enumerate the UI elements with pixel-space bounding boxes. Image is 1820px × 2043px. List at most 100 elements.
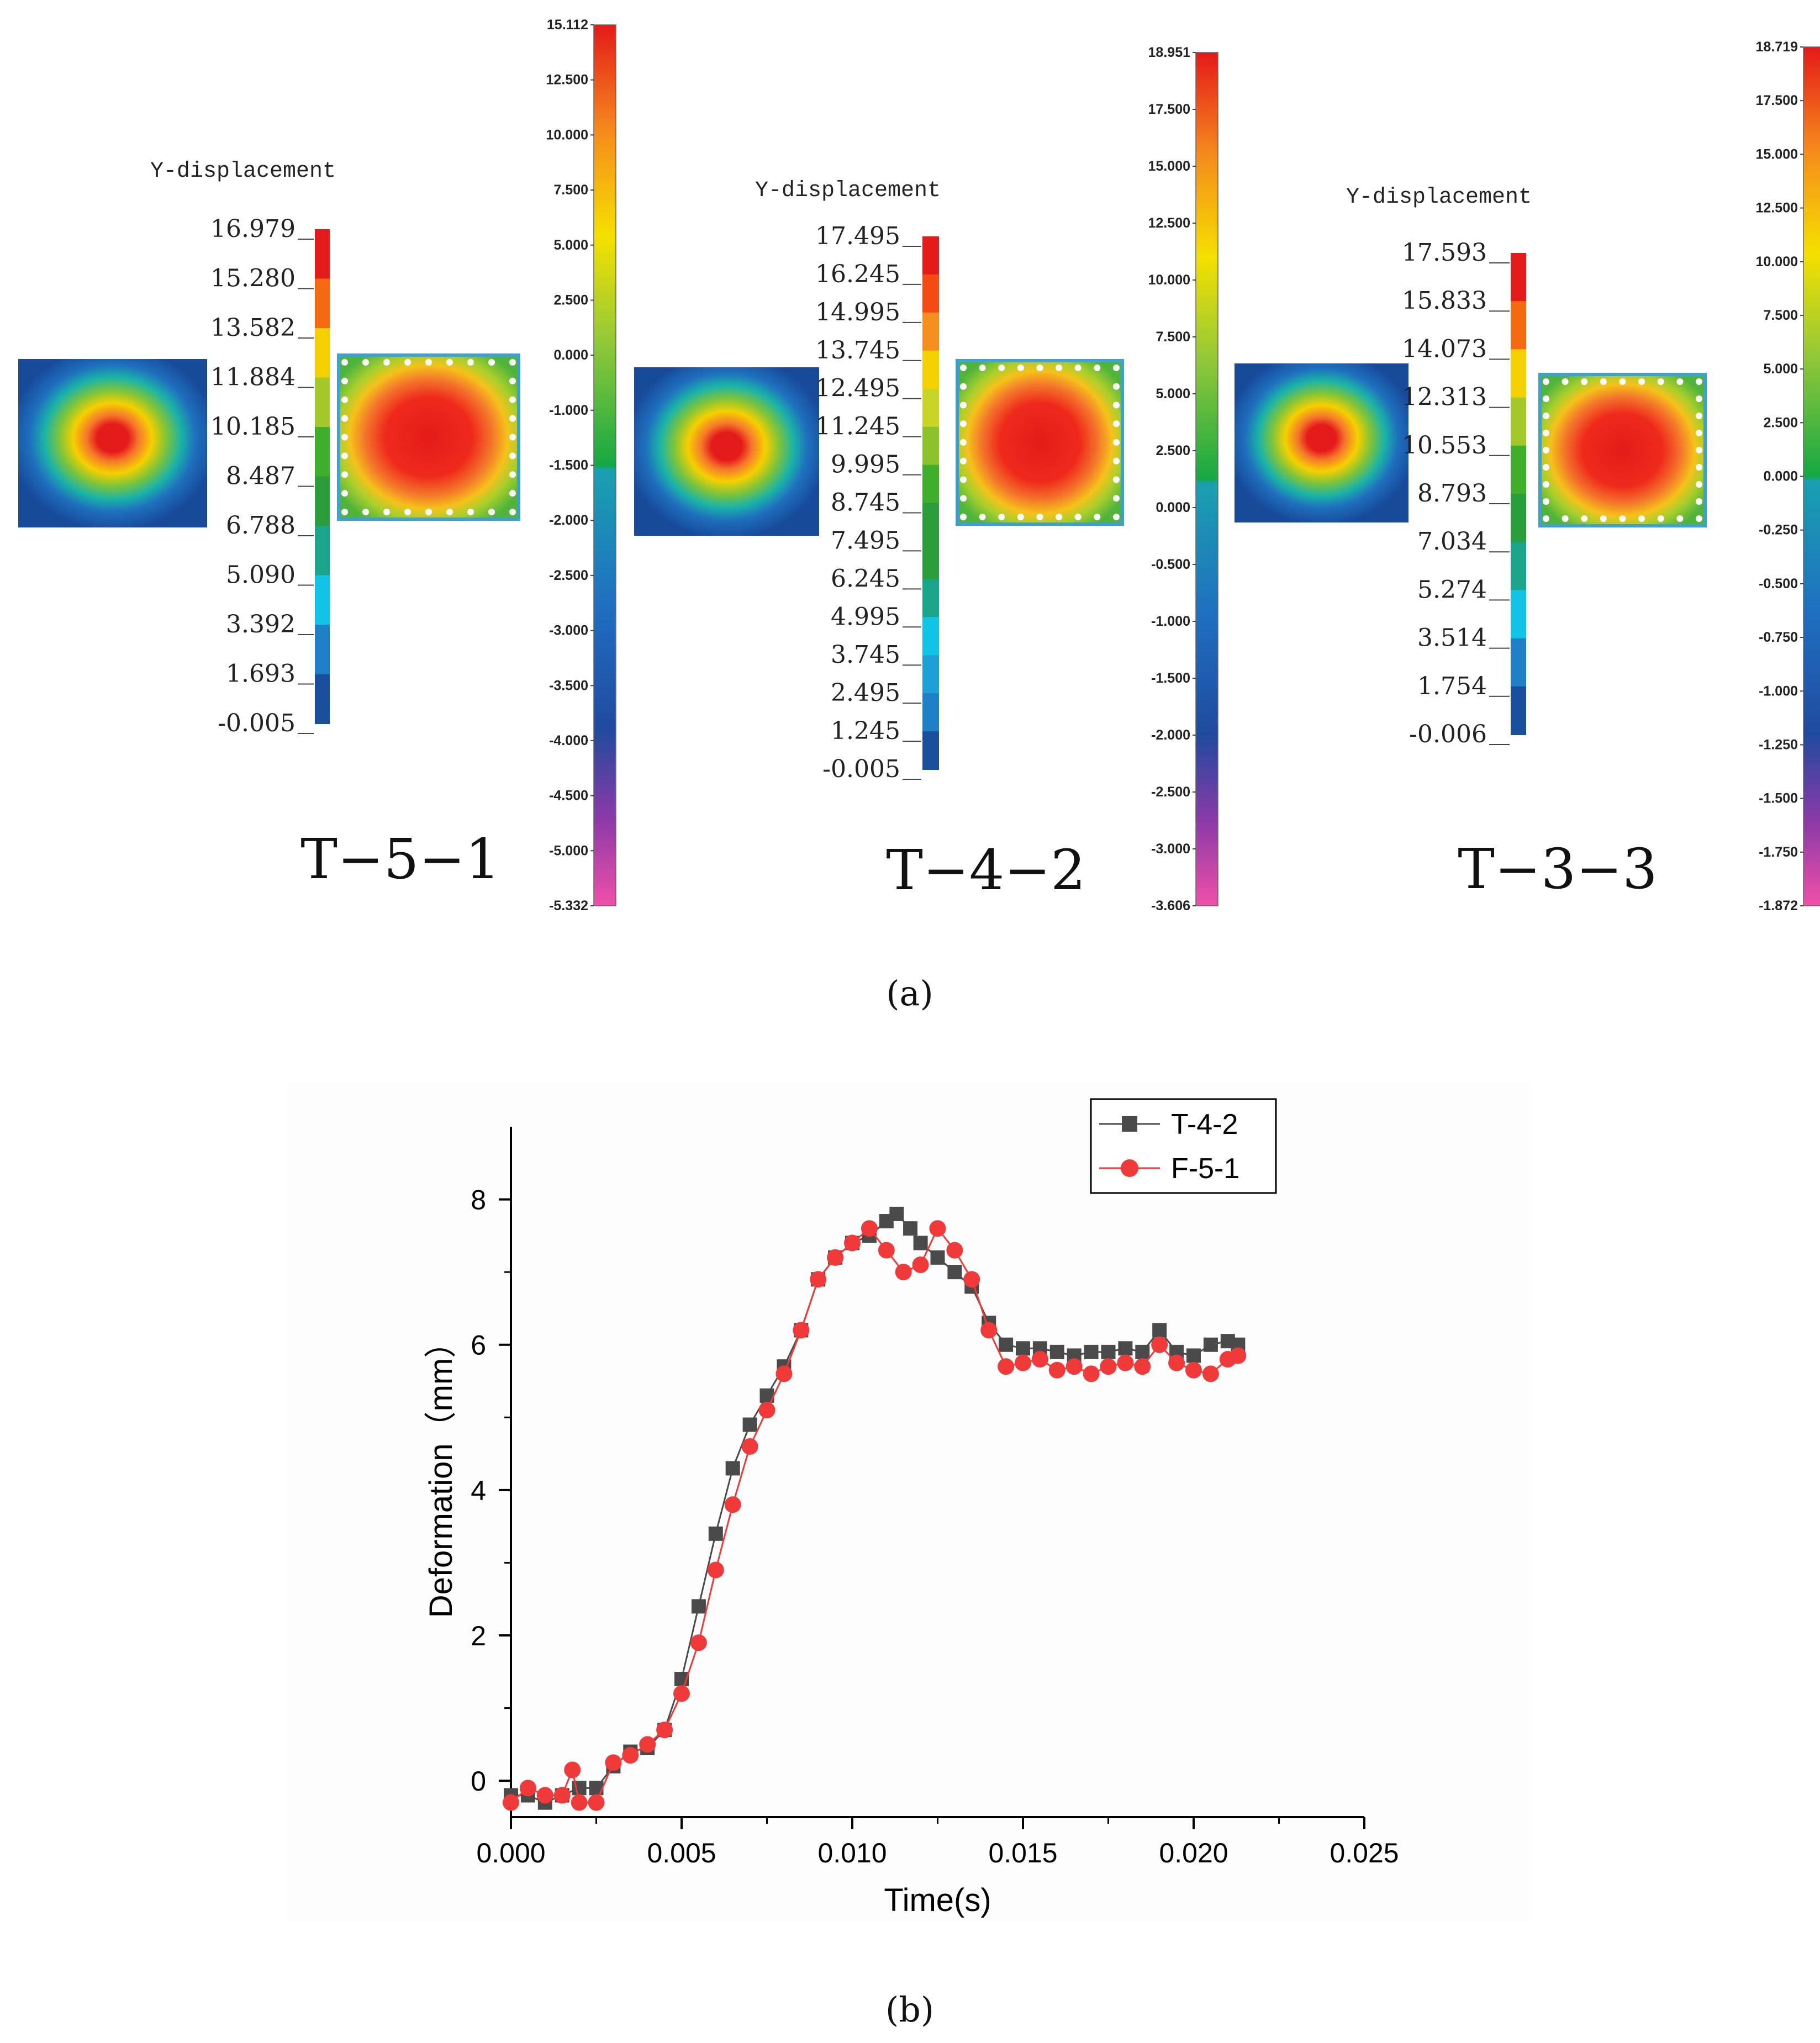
data-point-square — [1049, 1344, 1064, 1359]
legend-value: 12.495 — [815, 374, 900, 403]
legend-value: 1.693 — [226, 660, 296, 688]
bolt-hole — [1017, 365, 1024, 371]
legend-value: 5.274 — [1417, 576, 1487, 604]
bolt-hole — [341, 434, 348, 441]
bolt-hole — [1543, 447, 1549, 453]
fringe-plot — [340, 357, 517, 518]
data-point-circle — [878, 1242, 895, 1259]
legend-value: 4.995 — [831, 603, 900, 631]
bolt-hole — [1543, 515, 1549, 522]
bolt-hole — [1696, 464, 1702, 471]
legend-swatch — [922, 236, 939, 275]
data-point-square — [947, 1265, 962, 1280]
bolt-hole — [1113, 420, 1120, 427]
fringe-value: 7.500 — [553, 182, 588, 198]
bolt-hole — [1561, 515, 1569, 522]
legend-marker — [1122, 1116, 1137, 1132]
data-point-circle — [1202, 1365, 1219, 1382]
bolt-hole — [341, 490, 348, 497]
legend-value: 10.185 — [210, 413, 296, 441]
data-point-square — [1203, 1337, 1218, 1352]
fringe-value: -2.000 — [549, 513, 588, 528]
data-point-circle — [571, 1794, 588, 1811]
data-point-circle — [1048, 1361, 1065, 1379]
fringe-value: 5.000 — [1156, 386, 1190, 402]
legend-value: -0.005 — [822, 755, 900, 783]
case-1: Y-displacement 16.979 15.280 13.582 11.884 10… — [18, 17, 616, 914]
fringe-plot — [959, 362, 1121, 522]
legend-value: 17.495 — [815, 222, 900, 250]
fringe-value: 0.000 — [1156, 500, 1190, 515]
fringe-value: 10.000 — [1148, 272, 1190, 288]
data-point-square — [999, 1337, 1014, 1352]
bolt-hole — [404, 509, 411, 515]
bolt-hole — [1113, 383, 1120, 390]
fringe-value: -5.332 — [549, 898, 588, 914]
bolt-hole — [467, 359, 474, 366]
legend-swatch — [315, 674, 330, 724]
bolt-hole — [979, 514, 986, 520]
legend-swatch — [922, 731, 939, 770]
legend-swatch — [1511, 253, 1526, 302]
data-point-circle — [895, 1264, 912, 1281]
bolt-hole — [383, 359, 390, 366]
bolt-hole — [1696, 430, 1702, 436]
bolt-hole — [1676, 378, 1684, 385]
legend-value: 3.745 — [831, 641, 900, 669]
legend-value: 8.793 — [1417, 479, 1487, 508]
bolt-hole — [1619, 515, 1626, 522]
data-point-square — [1135, 1344, 1150, 1359]
bolt-hole — [488, 359, 495, 366]
bolt-hole — [509, 415, 516, 422]
fringe-value: -2.500 — [549, 568, 588, 583]
data-point-circle — [758, 1402, 776, 1419]
x-tick-label: 0.000 — [476, 1838, 545, 1868]
legend-swatch — [922, 274, 939, 313]
bolt-hole — [446, 359, 453, 366]
legend-value: 15.280 — [210, 265, 296, 293]
bolt-hole — [509, 509, 516, 515]
fringe-value: -0.500 — [1151, 557, 1190, 572]
bolt-hole — [1561, 378, 1569, 385]
case-label: T−3−3 — [1458, 837, 1658, 901]
legend-swatch — [315, 526, 330, 576]
bolt-hole — [1543, 378, 1549, 385]
data-point-circle — [1151, 1336, 1168, 1353]
bolt-hole — [383, 509, 390, 515]
legend-value: -0.005 — [218, 709, 296, 737]
legend-value: 2.495 — [831, 679, 900, 707]
legend-swatch — [315, 377, 330, 427]
bolt-hole — [341, 396, 348, 403]
data-point-circle — [827, 1249, 844, 1266]
panel-b-caption: (b) — [885, 1989, 934, 2030]
bolt-hole — [1638, 378, 1645, 385]
bolt-hole — [341, 509, 348, 515]
bolt-hole — [1657, 515, 1664, 522]
fringe-value: 7.500 — [1763, 308, 1798, 323]
case-2: Y-displacement 17.495 16.245 14.995 13.745 12… — [634, 45, 1218, 914]
bolt-hole — [998, 365, 1005, 371]
fringe-value: 2.500 — [553, 292, 588, 308]
legend-value: 3.392 — [226, 610, 296, 638]
bolt-hole — [1696, 498, 1702, 505]
bolt-hole — [1696, 447, 1702, 453]
legend-label: F-5-1 — [1171, 1153, 1239, 1185]
bolt-hole — [1056, 365, 1063, 371]
legend-swatch — [315, 278, 330, 329]
fringe-value: 7.500 — [1156, 329, 1190, 345]
bolt-hole — [341, 415, 348, 422]
legend-swatch — [922, 693, 939, 732]
bolt-hole — [960, 365, 967, 371]
x-tick-label: 0.020 — [1159, 1838, 1228, 1868]
fringe-colorbar — [1803, 46, 1820, 906]
data-point-circle — [1065, 1358, 1083, 1375]
fringe-value: -0.500 — [1759, 576, 1798, 592]
bolt-hole — [1094, 514, 1101, 520]
bolt-hole — [960, 420, 967, 427]
fringe-value: 2.500 — [1156, 443, 1190, 458]
data-point-circle — [844, 1234, 861, 1252]
displacement-map — [18, 359, 207, 527]
bolt-hole — [362, 509, 369, 515]
fringe-value: 18.951 — [1148, 45, 1191, 60]
data-point-circle — [1168, 1354, 1185, 1371]
